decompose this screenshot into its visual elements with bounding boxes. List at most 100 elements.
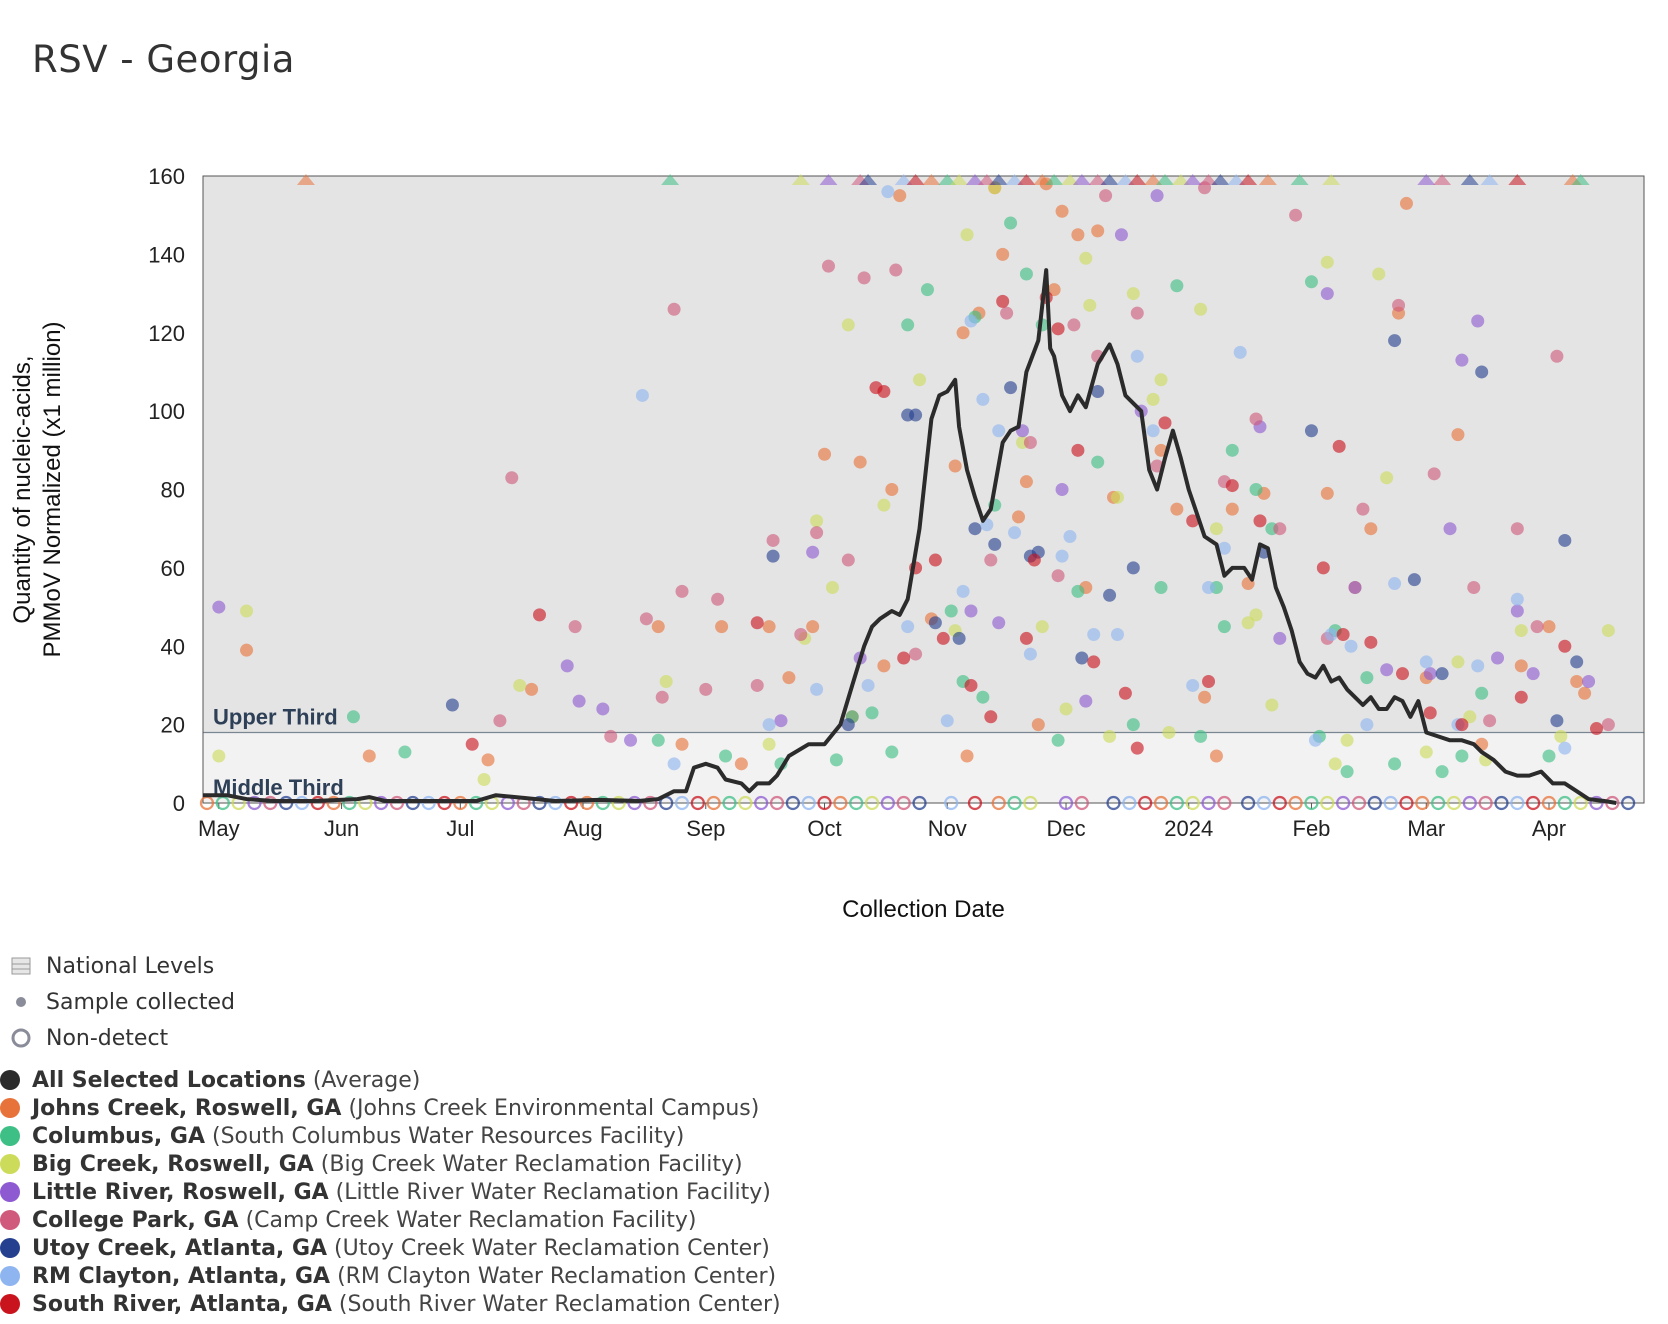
legend-site-1[interactable]: Columbus, GA (South Columbus Water Resour… [0, 1122, 781, 1150]
sample-point [1027, 553, 1041, 567]
sample-point [1103, 729, 1117, 743]
sample-point [1233, 345, 1247, 359]
sample-point [1186, 514, 1200, 528]
legend-site-name: South River, Atlanta, GA [32, 1291, 332, 1317]
sample-point [1249, 608, 1263, 622]
legend-site-name: Big Creek, Roswell, GA [32, 1151, 314, 1177]
sample-point [1550, 349, 1564, 363]
sample-point [1083, 298, 1097, 312]
overflow-marker [965, 174, 984, 185]
sample-point [667, 757, 681, 771]
sample-point [956, 584, 970, 598]
sample-point [240, 643, 254, 657]
overflow-marker [938, 174, 957, 185]
y-axis-title-line: Quantity of nucleic-acids, [9, 355, 36, 623]
non-detect-point [1446, 795, 1462, 811]
sample-point [810, 526, 824, 540]
legend-sample-collected[interactable]: Sample collected [6, 984, 235, 1020]
sample-point [1554, 729, 1568, 743]
sample-point [532, 608, 546, 622]
non-detect-point [1478, 795, 1493, 811]
y-tick-label: 20 [161, 713, 185, 738]
non-detect-point [326, 795, 341, 811]
sample-point [1542, 620, 1556, 634]
sample-point [1423, 706, 1437, 720]
sample-point [1316, 561, 1330, 575]
sample-point [1186, 678, 1200, 692]
sample-point [1435, 667, 1449, 681]
overflow-marker [1171, 174, 1190, 185]
non-detect-point [864, 795, 880, 811]
legend-non-detect-label: Non-detect [46, 1025, 169, 1051]
non-detect-ring-icon [6, 1026, 36, 1050]
sample-point [1055, 549, 1069, 563]
overflow-marker [1183, 174, 1202, 185]
sample-point [1202, 675, 1216, 689]
sample-point [651, 620, 665, 634]
overflow-marker [922, 174, 941, 185]
legend-site-facility: (Big Creek Water Reclamation Facility) [320, 1151, 743, 1177]
sample-point [362, 749, 376, 763]
sample-point [1332, 439, 1346, 453]
y-tick-label: 120 [148, 321, 185, 346]
x-tick-label: Mar [1407, 816, 1445, 841]
sample-point [1071, 584, 1085, 598]
sample-point [992, 616, 1006, 630]
sample-point [1130, 349, 1144, 363]
sample-point [853, 455, 867, 469]
legend-site-name: Little River, Roswell, GA [32, 1179, 329, 1205]
y-tick-label: 80 [161, 478, 185, 503]
sample-point [1435, 765, 1449, 779]
sample-point [1471, 314, 1485, 328]
sample-point [948, 459, 962, 473]
non-detect-point [1351, 795, 1367, 811]
legend-site-4[interactable]: College Park, GA (Camp Creek Water Reclam… [0, 1206, 781, 1234]
non-detect-point [1320, 795, 1335, 811]
legend-site-facility: (South Columbus Water Resources Facility… [212, 1123, 685, 1149]
x-tick-label: 2024 [1164, 816, 1213, 841]
sample-point [1047, 283, 1061, 297]
legend-site-5[interactable]: Utoy Creek, Atlanta, GA (Utoy Creek Water… [0, 1234, 781, 1262]
overflow-marker [1290, 174, 1309, 185]
legend-site-2[interactable]: Big Creek, Roswell, GA (Big Creek Water R… [0, 1150, 781, 1178]
site-dot-icon [0, 1182, 20, 1202]
sample-point [1451, 655, 1465, 669]
non-detect-point [548, 795, 563, 811]
legend-site-7[interactable]: South River, Atlanta, GA (South River Wat… [0, 1290, 781, 1318]
sample-point [968, 522, 982, 536]
legend-non-detect[interactable]: Non-detect [6, 1020, 235, 1056]
non-detect-point [1201, 795, 1216, 811]
non-detect-point [769, 795, 785, 811]
sample-point [1091, 385, 1105, 399]
sample-point [877, 385, 891, 399]
x-tick-label: May [198, 816, 240, 841]
site-dot-icon [0, 1154, 20, 1174]
legend-site-0[interactable]: Johns Creek, Roswell, GA (Johns Creek Env… [0, 1094, 781, 1122]
non-detect-point [1304, 795, 1319, 811]
non-detect-point [1383, 795, 1398, 811]
sample-point [465, 737, 479, 751]
sample-point [976, 392, 990, 406]
average-dot-icon [0, 1070, 20, 1090]
sample-point [1146, 424, 1160, 438]
non-detect-point [1367, 795, 1382, 811]
legend-national-levels[interactable]: National Levels [6, 948, 235, 984]
sample-point [1289, 208, 1303, 222]
x-tick-label: Oct [807, 816, 841, 841]
sample-point [1012, 510, 1026, 524]
sample-point [715, 620, 729, 634]
legend-site-3[interactable]: Little River, Roswell, GA (Little River W… [0, 1178, 781, 1206]
legend-site-6[interactable]: RM Clayton, Atlanta, GA (RM Clayton Water… [0, 1262, 781, 1290]
non-detect-point [991, 795, 1006, 811]
sample-point [1087, 655, 1101, 669]
sample-point [525, 682, 539, 696]
sample-point [766, 533, 780, 547]
non-detect-point [944, 795, 959, 811]
site-dot-icon [0, 1126, 20, 1146]
x-tick-label: Sep [686, 816, 725, 841]
legend-average[interactable]: All Selected Locations (Average) [0, 1066, 781, 1094]
sample-point [1388, 334, 1402, 348]
overflow-marker [1211, 174, 1230, 185]
sample-point [909, 647, 923, 661]
